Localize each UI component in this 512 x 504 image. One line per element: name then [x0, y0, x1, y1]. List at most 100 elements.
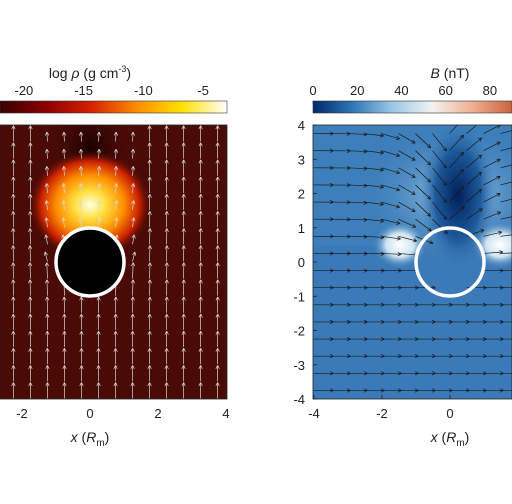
velocity-arrow [11, 176, 16, 193]
velocity-arrow [164, 125, 169, 142]
velocity-arrow [96, 348, 101, 365]
left-x-tick: 0 [86, 406, 93, 421]
velocity-arrow [28, 159, 33, 176]
field-arrow [364, 150, 384, 155]
velocity-arrow [131, 183, 136, 193]
field-arrow [398, 167, 416, 178]
velocity-arrow [45, 131, 50, 142]
velocity-arrow [130, 330, 135, 348]
velocity-arrow [164, 176, 169, 193]
velocity-arrow [44, 183, 49, 193]
velocity-arrow [181, 228, 186, 245]
left-colorbar-tick: -10 [134, 83, 153, 98]
field-arrow [364, 167, 384, 172]
velocity-arrow [198, 211, 203, 228]
velocity-arrow [96, 330, 101, 348]
field-arrow [500, 390, 512, 391]
velocity-arrow [28, 142, 33, 159]
velocity-arrow [198, 176, 203, 193]
field-arrow [398, 184, 416, 195]
velocity-arrow [181, 176, 186, 193]
velocity-arrow [28, 211, 33, 228]
velocity-arrow [62, 131, 67, 142]
field-arrow [381, 201, 400, 209]
velocity-arrow [62, 382, 67, 399]
velocity-arrow [130, 131, 135, 142]
field-arrow [415, 150, 432, 166]
field-arrow [500, 355, 512, 357]
velocity-arrow [114, 183, 119, 193]
velocity-arrow [198, 262, 203, 279]
field-arrow [432, 201, 447, 220]
velocity-arrow [96, 148, 102, 159]
field-arrow [449, 125, 458, 134]
velocity-arrow [45, 365, 50, 382]
field-arrow [449, 151, 464, 169]
velocity-arrow [113, 330, 118, 348]
velocity-arrow [97, 217, 102, 228]
velocity-arrow [181, 296, 186, 313]
velocity-arrow [28, 262, 33, 279]
right-colorbar-tick: 80 [483, 83, 497, 98]
velocity-arrow [79, 296, 84, 313]
velocity-arrow [215, 193, 220, 211]
velocity-arrow [113, 365, 118, 382]
field-arrow [364, 184, 384, 189]
velocity-arrow [11, 313, 16, 330]
velocity-arrow [78, 183, 83, 193]
field-arrow [500, 216, 512, 220]
velocity-arrow [147, 348, 152, 365]
left-colorbar-tick: -20 [14, 83, 33, 98]
right-heatmap [313, 125, 512, 399]
velocity-arrow [147, 228, 152, 245]
velocity-arrow [78, 217, 83, 228]
left-planet-body [54, 226, 126, 298]
velocity-arrow [11, 330, 16, 348]
right-colorbar-tick: 40 [394, 83, 408, 98]
field-arrow [500, 181, 512, 186]
velocity-arrow [198, 193, 203, 211]
velocity-arrow [215, 382, 220, 399]
velocity-arrow [11, 228, 16, 245]
velocity-arrow [181, 279, 186, 296]
field-arrow [432, 150, 447, 169]
velocity-arrow [147, 279, 152, 296]
left-x-axis-label: x (Rm) [70, 429, 110, 449]
velocity-arrow [96, 296, 101, 313]
left-colorbar-ticks: -20 -15 -10 -5 [14, 83, 209, 104]
velocity-arrow [147, 313, 152, 330]
velocity-arrow [79, 131, 84, 142]
velocity-arrow [215, 142, 220, 159]
left-x-tick: 4 [222, 406, 229, 421]
velocity-arrow [130, 262, 136, 279]
field-arrow [449, 169, 464, 186]
velocity-arrow [114, 217, 119, 228]
left-dense-region [28, 150, 152, 260]
field-arrow [483, 230, 503, 237]
field-arrow [466, 171, 483, 186]
velocity-arrow [28, 365, 33, 382]
right-y-tick: 1 [298, 221, 305, 236]
velocity-arrow [198, 296, 203, 313]
velocity-arrow [113, 296, 118, 313]
left-panel: log ρ (g cm-3) -20 -15 -10 -5 -2 0 2 4 x (Rm) [0, 64, 230, 449]
velocity-arrow [215, 365, 220, 382]
velocity-arrow [215, 211, 220, 228]
velocity-arrow [130, 279, 135, 296]
field-arrow [432, 133, 447, 152]
right-colorbar-tick: 0 [309, 83, 316, 98]
field-arrow [466, 154, 483, 169]
velocity-arrow [28, 228, 33, 245]
velocity-arrow [147, 159, 152, 176]
left-x-tick: -2 [16, 406, 28, 421]
velocity-arrow [11, 245, 16, 262]
velocity-arrow [44, 200, 49, 211]
velocity-arrow [131, 217, 136, 228]
right-x-tick: -2 [376, 406, 388, 421]
velocity-arrow [97, 200, 102, 211]
velocity-arrow [215, 279, 220, 296]
right-x-ticks: -4-202 [308, 395, 454, 421]
velocity-arrow [215, 330, 220, 348]
